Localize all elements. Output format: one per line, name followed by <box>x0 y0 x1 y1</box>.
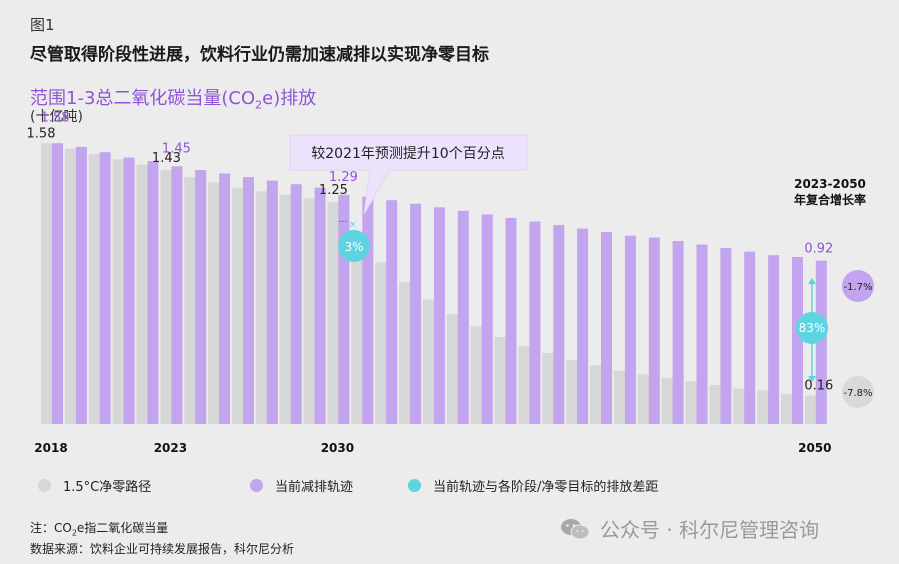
data-label-pathway-2023: 1.43 <box>152 151 181 166</box>
data-label-current-2023: 1.45 <box>162 141 191 156</box>
bar-current-2029 <box>314 187 326 424</box>
emissions-chart: 1.581.58 1.431.45 1.251.29 0.92 0.16 2018 202… <box>27 110 874 455</box>
cagr-current-circle <box>842 270 874 302</box>
cagr-current: -1.7% <box>842 270 874 302</box>
bar-current-2033 <box>410 203 422 424</box>
gap-circle-2050 <box>796 312 828 344</box>
legend-swatch-current <box>250 479 263 492</box>
bar-current-2035 <box>457 210 469 424</box>
cagr-pathway-label: -7.8% <box>843 388 872 399</box>
bar-current-2050 <box>815 260 827 424</box>
legend-item-pathway: 1.5°C净零路径 <box>38 476 151 495</box>
bar-current-2027 <box>266 180 278 424</box>
gap-label-2030: 3% <box>344 240 363 254</box>
chart-unit: (十亿吨) <box>30 109 83 125</box>
bar-current-2030 <box>338 194 350 424</box>
legend-item-gap: 当前轨迹与各阶段/净零目标的排放差距 <box>408 476 658 495</box>
data-label-pathway-2050: 0.16 <box>804 379 833 394</box>
watermark-text: 公众号 · 科尔尼管理咨询 <box>600 518 820 542</box>
gap-arrow-2050-top <box>808 278 816 284</box>
bar-current-2038 <box>529 221 541 424</box>
bar-current-2037 <box>505 217 517 424</box>
bar-current-2034 <box>433 207 445 424</box>
bar-current-2025 <box>219 173 231 424</box>
legend-label-current: 当前减排轨迹 <box>275 480 354 495</box>
chart-title-suffix: e)排放 <box>262 88 317 109</box>
gap-marker-2050: 83% <box>796 278 828 382</box>
x-tick-2023: 2023 <box>154 441 187 455</box>
data-label-pathway-2018: 1.58 <box>27 126 56 141</box>
x-tick-2030: 2030 <box>321 441 354 455</box>
data-label-current-2018: 1.58 <box>41 110 70 125</box>
bar-current-2036 <box>481 214 493 424</box>
bar-current-2032 <box>386 200 398 424</box>
bar-current-2021 <box>123 157 135 424</box>
bar-current-2023 <box>171 166 183 424</box>
gap-marker-2030: ··· × 3% <box>338 217 370 262</box>
callout: 较2021年预测提升10个百分点 <box>289 134 528 215</box>
legend-swatch-gap <box>408 479 421 492</box>
bar-current-2028 <box>290 184 302 424</box>
cagr-heading-label: 年复合增长率 <box>793 193 866 207</box>
bar-current-2022 <box>147 161 159 424</box>
bar-current-2031 <box>362 196 374 424</box>
figure-label: 图1 <box>30 16 55 34</box>
cagr-heading: 2023-2050 年复合增长率 <box>770 176 890 208</box>
cagr-current-label: -1.7% <box>843 282 872 293</box>
bars-group <box>41 143 827 425</box>
cagr-pathway-circle <box>842 376 874 408</box>
gap-label-2050: 83% <box>799 321 826 335</box>
footnote-suffix: e指二氧化碳当量 <box>76 521 169 535</box>
data-labels-group: 1.581.58 1.431.45 1.251.29 0.92 0.16 <box>27 110 834 393</box>
x-tick-2050: 2050 <box>798 441 831 455</box>
bar-current-2044 <box>672 241 684 424</box>
bar-current-2020 <box>99 152 111 424</box>
x-tick-2018: 2018 <box>34 441 67 455</box>
chart-title-subscript: 2 <box>255 98 263 112</box>
bar-current-2048 <box>768 255 780 424</box>
chart-title-prefix: 范围1-3总二氧化碳当量(CO <box>30 88 256 109</box>
cagr-heading-years: 2023-2050 <box>794 177 866 191</box>
legend-label-pathway: 1.5°C净零路径 <box>63 480 152 495</box>
data-label-current-2030: 1.29 <box>329 170 358 185</box>
legend-item-current: 当前减排轨迹 <box>250 476 353 495</box>
gap-dots-2030: ··· <box>338 217 348 228</box>
callout-text: 较2021年预测提升10个百分点 <box>311 146 504 162</box>
bar-current-2047 <box>744 251 756 424</box>
cagr-pathway: -7.8% <box>842 376 874 408</box>
watermark: 公众号 · 科尔尼管理咨询 <box>560 514 819 543</box>
footnote-subscript: 2 <box>71 528 77 538</box>
gap-x-2030: × <box>349 220 357 230</box>
footnote-definition: 注：CO2e指二氧化碳当量 <box>30 520 294 541</box>
footnote-prefix: 注：CO <box>30 521 72 535</box>
bar-current-2046 <box>720 248 732 424</box>
legend-swatch-pathway <box>38 479 51 492</box>
footnote-source: 数据来源：饮料企业可持续发展报告，科尔尼分析 <box>30 542 295 557</box>
bar-current-2018 <box>52 143 63 425</box>
footnotes: 注：CO2e指二氧化碳当量 数据来源：饮料企业可持续发展报告，科尔尼分析 <box>30 520 294 557</box>
bar-current-2042 <box>624 235 636 424</box>
bar-current-2041 <box>601 232 612 424</box>
figure-title: 尽管取得阶段性进展，饮料行业仍需加速减排以实现净零目标 <box>30 45 489 65</box>
bar-current-2045 <box>696 244 708 424</box>
bar-current-2024 <box>195 170 207 424</box>
bar-current-2043 <box>648 237 660 424</box>
chart-title: 范围1-3总二氧化碳当量(CO2e)排放 <box>30 84 316 112</box>
callout-box <box>289 134 528 215</box>
bar-current-2040 <box>577 228 589 424</box>
legend-label-gap: 当前轨迹与各阶段/净零目标的排放差距 <box>433 480 659 495</box>
gap-arrow-2050-bottom <box>808 376 816 382</box>
wechat-icon <box>561 518 590 539</box>
x-ticks-group: 2018 2023 2030 2050 <box>34 441 831 455</box>
data-label-pathway-2030: 1.25 <box>319 183 348 198</box>
bar-current-2019 <box>75 146 87 424</box>
bar-current-2039 <box>553 225 565 424</box>
gap-circle-2030 <box>338 230 370 262</box>
bar-current-2049 <box>792 257 803 424</box>
bar-current-2026 <box>243 177 254 424</box>
data-label-current-2050: 0.92 <box>804 242 833 257</box>
